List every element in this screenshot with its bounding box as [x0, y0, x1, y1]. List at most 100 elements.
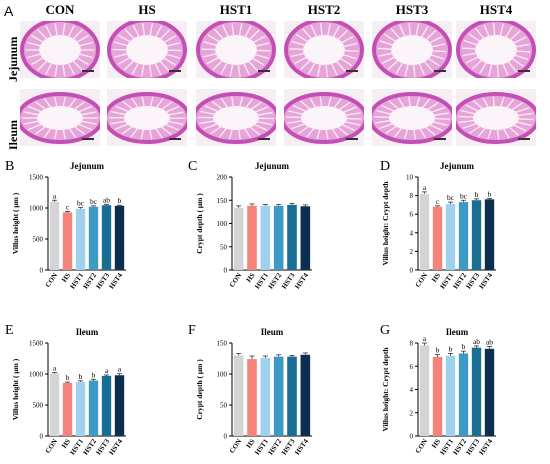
chart-title: Ileum [76, 327, 99, 337]
x-tick-label: CON [44, 438, 59, 455]
y-tick-label: 150 [217, 197, 228, 205]
column-header-hst1: HST1 [219, 2, 253, 17]
bar-hst2 [458, 202, 469, 270]
y-tick-label: 100 [217, 220, 228, 228]
significance-label: b [436, 346, 440, 355]
panel-letter: G [380, 323, 390, 338]
bar-hst4 [114, 205, 125, 270]
bar-hst1 [445, 355, 456, 436]
significance-label: ab [103, 195, 110, 204]
bar-hst2 [273, 356, 284, 436]
y-tick-label: 4 [410, 229, 414, 237]
x-tick-label: HS [245, 437, 257, 449]
micrograph-ileum-con [20, 89, 100, 146]
bar-hst3 [471, 200, 482, 270]
bar-hst3 [101, 375, 112, 436]
x-tick-label: CON [44, 272, 59, 289]
bar-hs [62, 382, 73, 436]
y-tick-label: 2 [410, 409, 414, 417]
bar-hst3 [287, 204, 297, 270]
bar-con [419, 345, 430, 436]
y-axis-label: Villus height ( μm ) [11, 358, 20, 420]
x-tick-label: CON [228, 438, 243, 455]
x-tick-label: CON [414, 438, 429, 455]
x-tick-label: HST4 [293, 437, 310, 456]
bar-hs [432, 356, 443, 436]
panel-a-letter: A [4, 3, 14, 19]
y-tick-label: 200 [217, 174, 228, 182]
significance-label: b [449, 344, 453, 353]
micrograph-jejunum-con [20, 21, 100, 78]
panel-letter: D [380, 159, 390, 174]
y-tick-label: 6 [410, 211, 414, 219]
bar-con [49, 373, 60, 436]
micrograph-ileum-hst3 [372, 89, 452, 146]
bar-hst1 [445, 203, 456, 270]
bar-hst3 [287, 356, 297, 436]
micrograph-ileum-hst1 [196, 89, 276, 146]
y-tick-label: 500 [33, 236, 44, 244]
bar-con [233, 355, 244, 436]
bar-hst4 [484, 348, 495, 436]
significance-label: a [423, 334, 427, 343]
bar-hst4 [484, 199, 495, 270]
bar-con [233, 207, 244, 270]
significance-label: b [79, 372, 83, 381]
bar-hst1 [260, 205, 271, 270]
x-tick-label: HS [430, 271, 442, 283]
micrograph-ileum-hs [107, 89, 187, 146]
y-tick-label: 0 [40, 433, 44, 441]
bar-con [419, 193, 430, 270]
chart-title: Jejunum [255, 161, 290, 171]
y-tick-label: 0 [40, 267, 44, 275]
y-axis-label: Villus height ( μm ) [11, 192, 20, 254]
bar-hst2 [273, 205, 284, 270]
significance-label: bc [447, 193, 455, 202]
significance-label: a [105, 366, 109, 375]
significance-label: b [118, 196, 122, 205]
micrograph-jejunum-hs [107, 21, 187, 78]
y-tick-label: 6 [410, 363, 414, 371]
y-tick-label: 500 [33, 402, 44, 410]
micrograph-ileum-hst4 [456, 89, 536, 146]
y-tick-label: 0 [224, 433, 228, 441]
micrograph-jejunum-hst4 [456, 21, 536, 78]
chart-title: Ileum [446, 327, 469, 337]
column-header-hst2: HST2 [307, 2, 341, 17]
panel-letter: E [5, 323, 14, 338]
y-tick-label: 150 [217, 340, 228, 348]
chart-title: Jejunum [440, 161, 475, 171]
y-tick-label: 2 [410, 248, 414, 256]
bar-hst4 [300, 206, 311, 270]
y-tick-label: 50 [220, 402, 228, 410]
significance-label: b [92, 370, 96, 379]
y-tick-label: 8 [410, 192, 414, 200]
x-tick-label: CON [414, 272, 429, 289]
column-header-hst4: HST4 [479, 2, 513, 17]
significance-label: a [53, 363, 57, 372]
bar-hst2 [88, 206, 99, 270]
y-tick-label: 0 [410, 433, 414, 441]
significance-label: bc [90, 197, 98, 206]
significance-label: b [66, 373, 70, 382]
bar-con [49, 201, 60, 270]
y-tick-label: 10 [406, 174, 414, 182]
column-header-con: CON [45, 2, 75, 17]
chart-title: Ileum [261, 327, 284, 337]
y-tick-label: 100 [217, 371, 228, 379]
significance-label: ab [473, 337, 480, 346]
bar-hst1 [260, 357, 271, 436]
x-tick-label: HST4 [108, 437, 125, 456]
x-tick-label: HS [60, 437, 72, 449]
significance-label: c [436, 197, 440, 206]
significance-label: a [118, 365, 122, 374]
panel-letter: F [188, 323, 196, 338]
panel-letter: B [5, 159, 14, 174]
bar-hs [247, 359, 257, 436]
bar-hst4 [114, 375, 125, 436]
chart-title: Jejunum [70, 161, 105, 171]
micrograph-jejunum-hst3 [372, 21, 452, 78]
bar-hst2 [458, 353, 469, 436]
column-header-hst3: HST3 [395, 2, 429, 17]
